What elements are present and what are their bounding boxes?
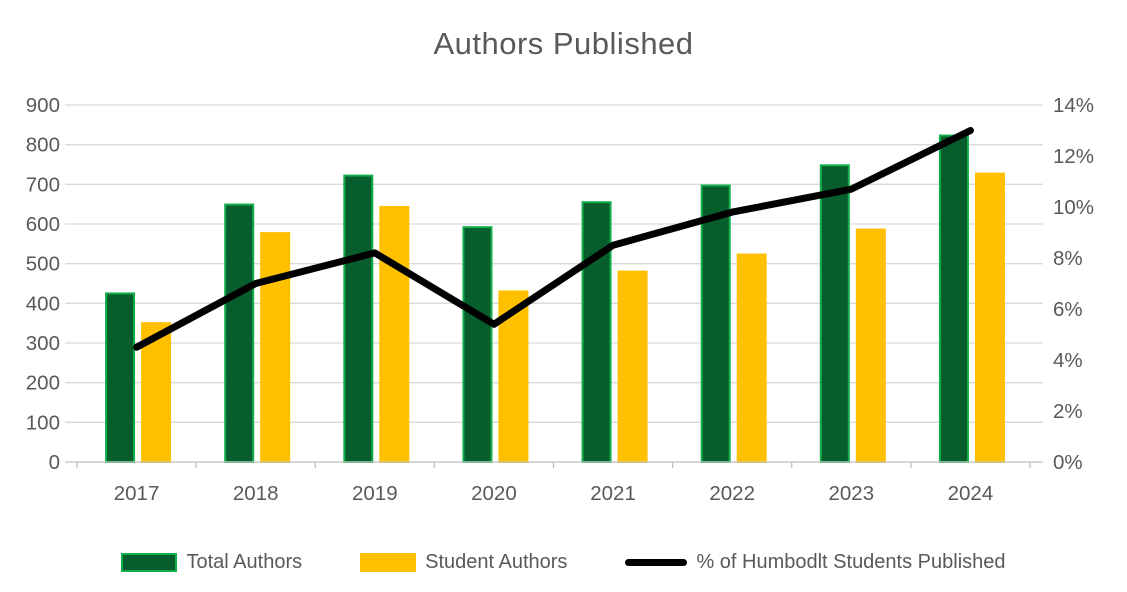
chart-title: Authors Published bbox=[433, 26, 694, 61]
legend-item-total-authors: Total Authors bbox=[121, 551, 302, 574]
legend-label-total-authors: Total Authors bbox=[186, 551, 303, 573]
left-axis-label: 500 bbox=[26, 253, 60, 276]
bar-student-authors-2017 bbox=[141, 322, 172, 463]
x-axis-label: 2023 bbox=[829, 482, 875, 505]
student-authors-swatch bbox=[360, 553, 417, 572]
bar-total-authors-2024 bbox=[938, 134, 969, 463]
percent-published-line bbox=[133, 127, 974, 351]
bar-student-authors-2022 bbox=[736, 253, 767, 463]
total-authors-swatch bbox=[121, 553, 178, 572]
right-axis-label: 0% bbox=[1053, 451, 1083, 474]
bar-student-authors-2019 bbox=[379, 205, 410, 463]
bar-total-authors-2022 bbox=[700, 184, 731, 463]
left-axis-label: 200 bbox=[26, 372, 60, 395]
bar-total-authors-2017 bbox=[105, 292, 136, 463]
bar-student-authors-2021 bbox=[617, 270, 648, 463]
legend: Total Authors Student Authors % of Humbo… bbox=[0, 551, 1127, 574]
x-axis-label: 2022 bbox=[709, 482, 755, 505]
bar-student-authors-2023 bbox=[855, 228, 886, 463]
right-axis-label: 6% bbox=[1053, 298, 1083, 321]
left-axis-label: 0 bbox=[49, 451, 60, 474]
x-axis-label: 2018 bbox=[233, 482, 279, 505]
bar-student-authors-2018 bbox=[260, 232, 291, 463]
x-axis-label: 2021 bbox=[590, 482, 636, 505]
right-axis-label: 14% bbox=[1053, 94, 1094, 117]
x-axis-label: 2024 bbox=[948, 482, 994, 505]
right-axis-label: 2% bbox=[1053, 400, 1083, 423]
right-axis-label: 12% bbox=[1053, 145, 1094, 168]
legend-label-student-authors: Student Authors bbox=[425, 551, 568, 573]
left-axis-label: 600 bbox=[26, 213, 60, 236]
bar-total-authors-2019 bbox=[343, 174, 374, 464]
left-axis-label: 400 bbox=[26, 292, 60, 315]
bar-total-authors-2021 bbox=[581, 201, 612, 464]
bar-total-authors-2020 bbox=[462, 226, 493, 463]
left-axis-label: 300 bbox=[26, 332, 60, 355]
x-axis-label: 2019 bbox=[352, 482, 398, 505]
right-axis-label: 8% bbox=[1053, 247, 1083, 270]
bar-total-authors-2018 bbox=[224, 203, 255, 464]
right-axis-label: 10% bbox=[1053, 196, 1094, 219]
x-axis-label: 2017 bbox=[114, 482, 160, 505]
left-axis-label: 100 bbox=[26, 411, 60, 434]
legend-item-percent-published: % of Humbodlt Students Published bbox=[625, 551, 1006, 574]
bar-student-authors-2024 bbox=[974, 172, 1005, 464]
legend-label-percent-published: % of Humbodlt Students Published bbox=[696, 551, 1006, 573]
x-axis-label: 2020 bbox=[471, 482, 517, 505]
percent-line-swatch bbox=[625, 559, 688, 566]
left-axis-label: 900 bbox=[26, 94, 60, 117]
left-axis-label: 700 bbox=[26, 173, 60, 196]
bar-total-authors-2023 bbox=[819, 164, 850, 463]
left-axis-label: 800 bbox=[26, 134, 60, 157]
legend-item-student-authors: Student Authors bbox=[360, 551, 567, 574]
right-axis-label: 4% bbox=[1053, 349, 1083, 372]
